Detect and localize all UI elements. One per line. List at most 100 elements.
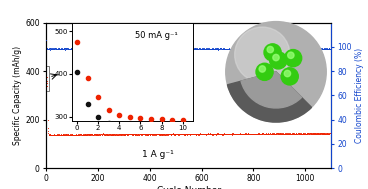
Point (103, 133, 109, 136)
Point (113, 133, 119, 136)
Point (290, 47, 296, 50)
Point (206, 132, 212, 136)
Point (225, 133, 231, 136)
Point (309, 132, 315, 135)
Point (313, 132, 319, 135)
Point (130, 133, 136, 136)
Point (63, 46, 69, 50)
Circle shape (281, 68, 298, 85)
Point (71, 48, 77, 51)
Point (128, 133, 134, 136)
Point (209, 132, 215, 135)
Point (45, 47, 51, 50)
Point (138, 116, 144, 119)
Point (212, 132, 218, 135)
Point (208, 132, 213, 135)
Point (231, 132, 237, 135)
Point (196, 47, 202, 50)
Point (175, 48, 181, 51)
Point (176, 132, 182, 136)
Point (322, 48, 328, 51)
Point (79, 133, 85, 136)
Point (262, 48, 268, 51)
Point (95, 47, 100, 50)
Point (319, 132, 325, 135)
Point (143, 47, 149, 50)
Point (58, 133, 64, 136)
Point (88, 47, 94, 50)
Point (109, 47, 114, 50)
Point (58, 133, 64, 136)
Point (131, 133, 137, 136)
Point (148, 117, 154, 120)
Point (194, 47, 200, 50)
Point (225, 47, 231, 50)
Point (109, 133, 114, 136)
Point (174, 132, 180, 135)
Point (311, 48, 317, 51)
Point (190, 133, 196, 136)
Point (61, 133, 67, 136)
Point (227, 47, 233, 50)
Point (249, 47, 255, 50)
Point (240, 47, 246, 50)
Point (248, 132, 254, 135)
Point (264, 133, 270, 136)
Point (327, 47, 333, 50)
Point (145, 47, 151, 50)
Point (94, 47, 100, 50)
Point (256, 47, 262, 50)
Point (253, 132, 259, 135)
Point (295, 47, 301, 50)
Point (322, 132, 328, 135)
Point (131, 47, 137, 50)
Point (102, 47, 107, 50)
Point (296, 132, 301, 135)
Point (171, 133, 177, 136)
Point (310, 47, 316, 50)
Point (56, 133, 62, 136)
Point (70, 48, 76, 51)
Point (252, 47, 258, 50)
Point (229, 132, 234, 135)
Point (80, 46, 86, 50)
Point (137, 47, 143, 50)
Point (79, 47, 85, 50)
Point (230, 47, 236, 50)
Point (183, 133, 189, 136)
Point (105, 133, 111, 136)
Point (164, 47, 170, 50)
Point (85, 47, 91, 50)
Point (64, 133, 70, 136)
Point (173, 132, 179, 135)
Point (190, 47, 196, 50)
Point (255, 132, 261, 135)
Point (192, 133, 198, 136)
Point (130, 133, 135, 136)
Point (78, 133, 84, 136)
Point (314, 132, 319, 135)
Point (322, 47, 328, 50)
Point (48, 133, 54, 136)
Point (234, 132, 240, 136)
Point (287, 48, 293, 51)
Point (194, 47, 200, 50)
Point (252, 132, 258, 135)
Point (228, 132, 234, 135)
Point (168, 47, 174, 50)
Point (270, 47, 276, 50)
Point (296, 47, 302, 50)
Point (272, 132, 277, 136)
Point (107, 133, 113, 136)
Point (252, 47, 258, 50)
Point (201, 133, 206, 136)
Point (277, 47, 283, 50)
Point (137, 47, 143, 50)
Point (274, 132, 280, 135)
Point (282, 47, 287, 50)
Point (307, 47, 313, 50)
X-axis label: Cycle Number: Cycle Number (156, 186, 221, 189)
Point (221, 133, 227, 136)
Point (109, 47, 115, 50)
Point (226, 47, 231, 50)
